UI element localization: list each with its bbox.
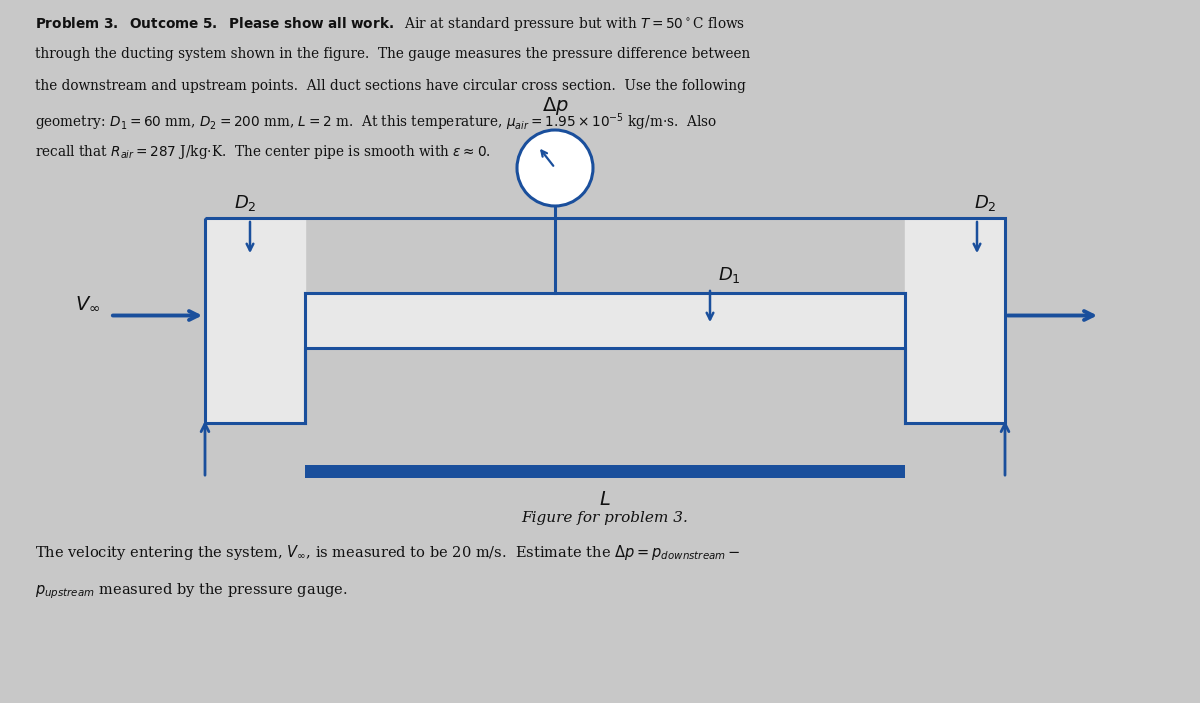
Text: $L$: $L$ [599, 491, 611, 509]
Polygon shape [905, 218, 1006, 423]
Polygon shape [205, 218, 305, 423]
Text: $\bf{Problem\ 3.}$  $\bf{Outcome\ 5.}$  $\bf{Please\ show\ all\ work.}$  Air at : $\bf{Problem\ 3.}$ $\bf{Outcome\ 5.}$ $\… [35, 15, 745, 33]
Text: through the ducting system shown in the figure.  The gauge measures the pressure: through the ducting system shown in the … [35, 47, 750, 61]
Text: $p_{upstream}$ measured by the pressure gauge.: $p_{upstream}$ measured by the pressure … [35, 581, 348, 600]
Text: the downstream and upstream points.  All duct sections have circular cross secti: the downstream and upstream points. All … [35, 79, 746, 93]
Text: $D_2$: $D_2$ [234, 193, 257, 213]
Text: $D_2$: $D_2$ [973, 193, 996, 213]
Text: recall that $R_{air} = 287$ J/kg$\cdot$K.  The center pipe is smooth with $\epsi: recall that $R_{air} = 287$ J/kg$\cdot$K… [35, 143, 491, 161]
Text: geometry: $D_1 = 60$ mm, $D_2 = 200$ mm, $L = 2$ m.  At this temperature, $\mu_{: geometry: $D_1 = 60$ mm, $D_2 = 200$ mm,… [35, 111, 718, 133]
Text: $D_1$: $D_1$ [718, 265, 740, 285]
Text: Figure for problem 3.: Figure for problem 3. [522, 511, 689, 525]
Text: The velocity entering the system, $V_\infty$, is measured to be 20 m/s.  Estimat: The velocity entering the system, $V_\in… [35, 543, 740, 562]
Circle shape [517, 130, 593, 206]
Polygon shape [305, 293, 905, 348]
Text: $V_\infty$: $V_\infty$ [74, 295, 100, 313]
Text: $\Delta p$: $\Delta p$ [541, 95, 569, 117]
Bar [305, 465, 905, 477]
